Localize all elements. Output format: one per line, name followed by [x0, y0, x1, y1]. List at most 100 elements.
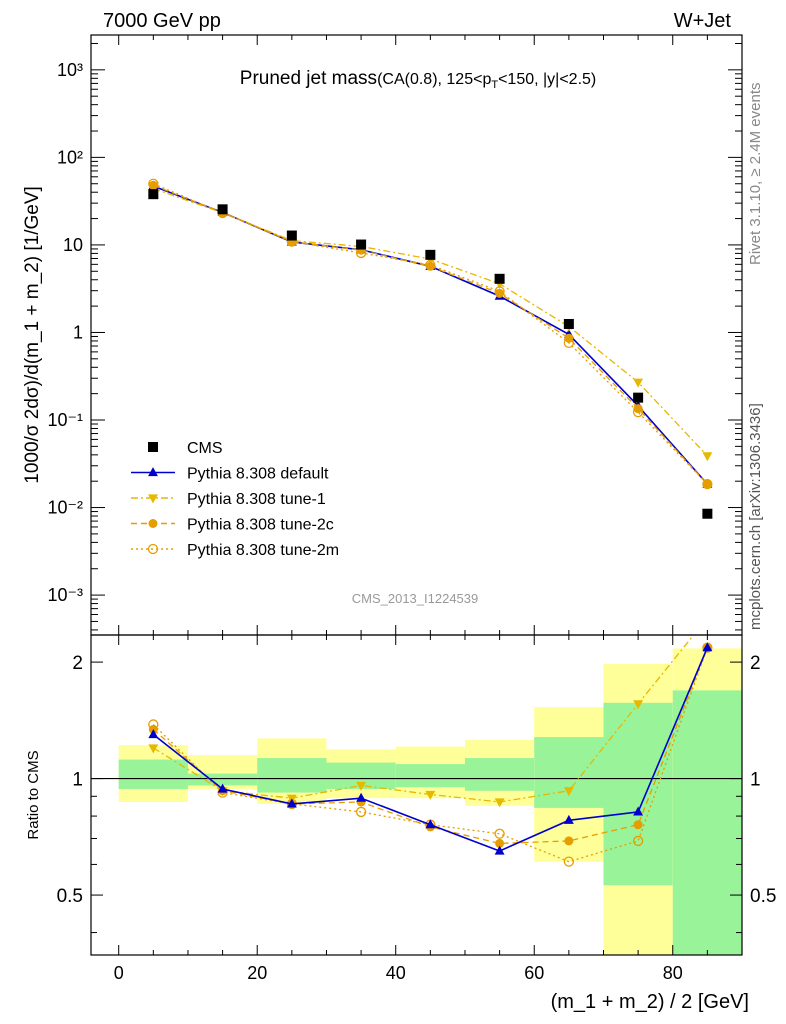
uncertainty-band-green: [257, 758, 327, 793]
series-line: [153, 187, 708, 457]
ratio-point: [563, 787, 574, 797]
ratio-point: [148, 729, 159, 739]
data-point: [148, 189, 159, 200]
uncertainty-band-green: [187, 773, 258, 786]
data-point: [702, 479, 713, 490]
legend-label: Pythia 8.308 tune-1: [187, 491, 326, 508]
ratio-point: [564, 836, 574, 846]
series-line: [153, 184, 708, 485]
legend-marker: [148, 494, 158, 504]
main-title: Pruned jet mass(CA(0.8), 125<pT<150, |y|…: [240, 68, 596, 91]
data-point: [494, 273, 505, 284]
uncertainty-band-green: [464, 758, 535, 791]
data-point: [633, 378, 644, 388]
ratio-point: [148, 719, 159, 730]
ratio-panel: 0.5 0.51 12 20 20 40 60 80: [57, 634, 776, 983]
y-tick-label: 1: [73, 322, 83, 342]
title-sub-tail: <150, |y|<2.5): [498, 71, 596, 88]
ratio-point: [495, 838, 505, 848]
y-tick-label: 10⁻²: [47, 498, 83, 518]
watermark: CMS_2013_I1224539: [352, 591, 479, 606]
ratio-point: [494, 828, 505, 839]
data-point: [633, 404, 643, 414]
legend-label: Pythia 8.308 tune-2c: [187, 517, 334, 534]
data-point: [563, 337, 575, 349]
legend-marker: [148, 467, 158, 477]
y-tick-label: 10⁻³: [47, 585, 83, 605]
data-point: [633, 392, 644, 403]
title-main: Pruned jet mass: [240, 68, 377, 89]
ratio-y-tick-label: 2: [72, 653, 83, 674]
ratio-point: [148, 744, 159, 754]
ratio-ylabel: Ratio to CMS: [25, 750, 42, 839]
data-point: [563, 318, 574, 329]
data-point: [425, 249, 436, 260]
main-panel: 10⁻³ 10⁻² 10⁻¹ 1 10 10² 10³: [47, 34, 743, 636]
ratio-point: [633, 806, 644, 816]
x-tick-label: 20: [247, 963, 267, 983]
ratio-point: [425, 819, 436, 829]
data-point: [494, 286, 505, 297]
uncertainty-band-green: [603, 702, 673, 886]
header-process: W+Jet: [674, 10, 732, 32]
mcplots-label: mcplots.cern.ch [arXiv:1306.3436]: [747, 403, 764, 630]
legend-marker: [147, 543, 159, 555]
x-tick-label: 60: [524, 963, 544, 983]
header-energy: 7000 GeV pp: [103, 10, 221, 32]
legend-label: Pythia 8.308 tune-2m: [187, 542, 339, 559]
x-tick-label: 40: [386, 963, 406, 983]
ratio-point: [632, 835, 644, 847]
x-tick-label: 0: [114, 963, 124, 983]
legend-marker: [148, 442, 158, 452]
ratio-point: [633, 820, 643, 830]
ratio-point: [425, 790, 436, 800]
ratio-point: [563, 814, 574, 824]
ratio-point: [494, 845, 505, 855]
rivet-label: Rivet 3.1.10, ≥ 2.4M events: [747, 83, 764, 266]
data-point: [702, 452, 713, 462]
ratio-y-tick-label-right: 0.5: [750, 886, 776, 907]
ratio-y-tick-label: 0.5: [57, 886, 83, 907]
ratio-point: [356, 792, 367, 802]
ratio-xlabel: (m_1 + m_2) / 2 [GeV]: [551, 991, 749, 1013]
legend: CMS Pythia 8.308 default Pythia 8.308 tune…: [131, 440, 339, 559]
y-tick-label: 10: [63, 235, 83, 255]
series-line: [153, 183, 708, 485]
legend-label: Pythia 8.308 default: [187, 466, 329, 483]
data-point: [425, 259, 436, 271]
ratio-frame: [90, 634, 743, 956]
ratio-point: [702, 642, 713, 652]
uncertainty-band-green: [118, 759, 188, 789]
main-ylabel: 1000/σ 2dσ)/d(m_1 + m_2) [1/GeV]: [22, 186, 43, 484]
title-sub: (CA(0.8), 125<p: [377, 71, 491, 88]
data-point: [702, 508, 713, 519]
legend-label: CMS: [187, 440, 223, 457]
ratio-line: [152, 647, 708, 863]
ratio-point: [494, 798, 505, 808]
ratio-point: [355, 806, 367, 818]
data-point: [356, 239, 367, 250]
ratio-point: [563, 856, 575, 867]
ratio-point: [217, 783, 228, 793]
y-tick-label: 10⁻¹: [47, 410, 83, 430]
data-point: [286, 230, 297, 241]
data-point: [148, 178, 159, 189]
ratio-y-tick-label-right: 2: [750, 653, 761, 674]
ratio-point: [633, 700, 644, 710]
y-tick-label: 10²: [57, 147, 83, 167]
legend-marker: [148, 519, 158, 528]
uncertainty-band-green: [395, 764, 465, 788]
series-line: [153, 185, 708, 485]
data-point: [632, 406, 644, 418]
x-tick-label: 80: [663, 963, 683, 983]
ratio-y-tick-label-right: 1: [750, 770, 761, 791]
uncertainty-band-green: [672, 690, 742, 955]
ratio-point: [356, 781, 367, 791]
ratio-point: [286, 798, 297, 808]
y-tick-label: 10³: [57, 60, 83, 80]
title-sub-index: T: [491, 79, 498, 91]
uncertainty-band-green: [534, 737, 604, 808]
data-point: [217, 204, 228, 215]
ratio-y-tick-label: 1: [72, 770, 83, 791]
